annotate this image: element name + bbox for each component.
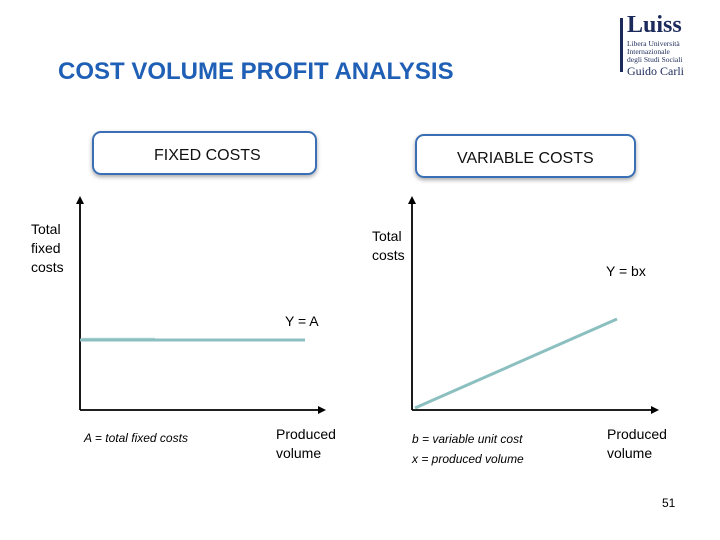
variable-costs-label: VARIABLE COSTS [457, 150, 594, 167]
logo-line-1: Libera Università [627, 39, 680, 48]
left-x-label: Produced volume [276, 425, 336, 463]
right-note: b = variable unit cost x = produced volu… [412, 429, 524, 469]
left-x-label-line-2: volume [276, 445, 322, 461]
slide-title: COST VOLUME PROFIT ANALYSIS [58, 58, 454, 85]
right-note-line-1: b = variable unit cost [412, 432, 523, 446]
left-y-label-line-2: fixed [31, 240, 61, 256]
page-number: 51 [662, 496, 676, 510]
right-y-label: Total costs [372, 227, 405, 265]
right-equation: Y = bx [606, 263, 646, 279]
fixed-costs-box: FIXED COSTS [92, 131, 317, 175]
right-y-label-line-2: costs [372, 247, 405, 263]
logo-line-2: Internazionale [627, 47, 670, 56]
luiss-logo: Luiss Libera Università Internazionale d… [620, 12, 699, 78]
variable-costs-box: VARIABLE COSTS [415, 134, 636, 178]
right-x-label-line-2: volume [607, 445, 653, 461]
logo-name: Luiss [627, 12, 682, 38]
right-x-label: Produced volume [607, 425, 667, 463]
left-note: A = total fixed costs [84, 431, 188, 445]
left-y-label-line-1: Total [31, 221, 61, 237]
logo-line-4: Guido Carli [627, 64, 684, 78]
left-y-label-line-3: costs [31, 259, 64, 275]
logo-subtitle: Libera Università Internazionale degli S… [627, 39, 699, 78]
left-equation: Y = A [285, 313, 319, 329]
left-x-label-line-1: Produced [276, 426, 336, 442]
right-y-label-line-1: Total [372, 228, 402, 244]
logo-line-3: degli Studi Sociali [627, 55, 683, 64]
fixed-costs-label: FIXED COSTS [154, 147, 261, 164]
left-y-label: Total fixed costs [31, 220, 64, 277]
variable-cost-line [414, 317, 618, 410]
right-x-label-line-1: Produced [607, 426, 667, 442]
logo-bar [620, 18, 623, 72]
right-note-line-2: x = produced volume [412, 452, 524, 466]
